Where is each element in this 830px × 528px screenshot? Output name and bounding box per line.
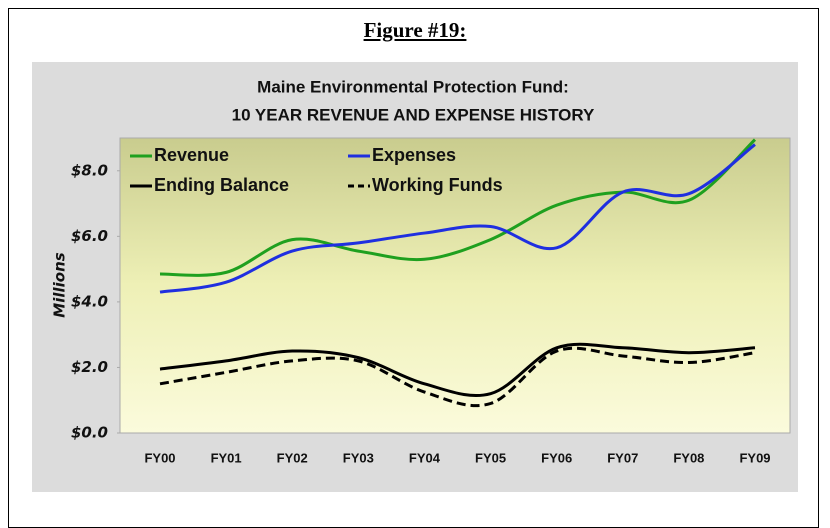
series-line [159,342,756,398]
y-tick-label: $2.0 [71,358,108,376]
figure-label: Figure #19: [363,18,467,42]
x-tick-label: FY09 [739,450,770,465]
series-line [159,138,757,277]
x-tick-label: FY05 [475,450,506,465]
legend-label: Ending Balance [154,175,289,195]
x-tick-label: FY07 [607,450,638,465]
series-line [159,346,756,408]
page: {"figure_label": "Figure #19:", "chart_d… [8,8,819,528]
legend-label: Working Funds [372,175,503,195]
chart: Maine Environmental Protection Fund: 10 … [32,62,798,492]
x-tick-label: FY02 [277,450,308,465]
x-tick-label: FY01 [211,450,242,465]
y-tick-label: $8.0 [71,161,108,179]
x-tick-label: FY06 [541,450,572,465]
series-line [159,143,756,294]
legend-label: Expenses [372,145,456,165]
y-tick-label: $4.0 [71,292,108,310]
y-tick-label: $0.0 [71,424,108,442]
x-tick-label: FY00 [144,450,175,465]
y-tick-label: $6.0 [71,227,108,245]
x-tick-label: FY03 [343,450,374,465]
y-axis-label: Millions [51,252,69,317]
plot-area [119,137,791,434]
legend-label: Revenue [154,145,229,165]
x-tick-label: FY04 [409,450,441,465]
x-tick-label: FY08 [673,450,704,465]
chart-subtitle: 10 YEAR REVENUE AND EXPENSE HISTORY [232,105,595,124]
chart-title: Maine Environmental Protection Fund: [257,77,569,96]
